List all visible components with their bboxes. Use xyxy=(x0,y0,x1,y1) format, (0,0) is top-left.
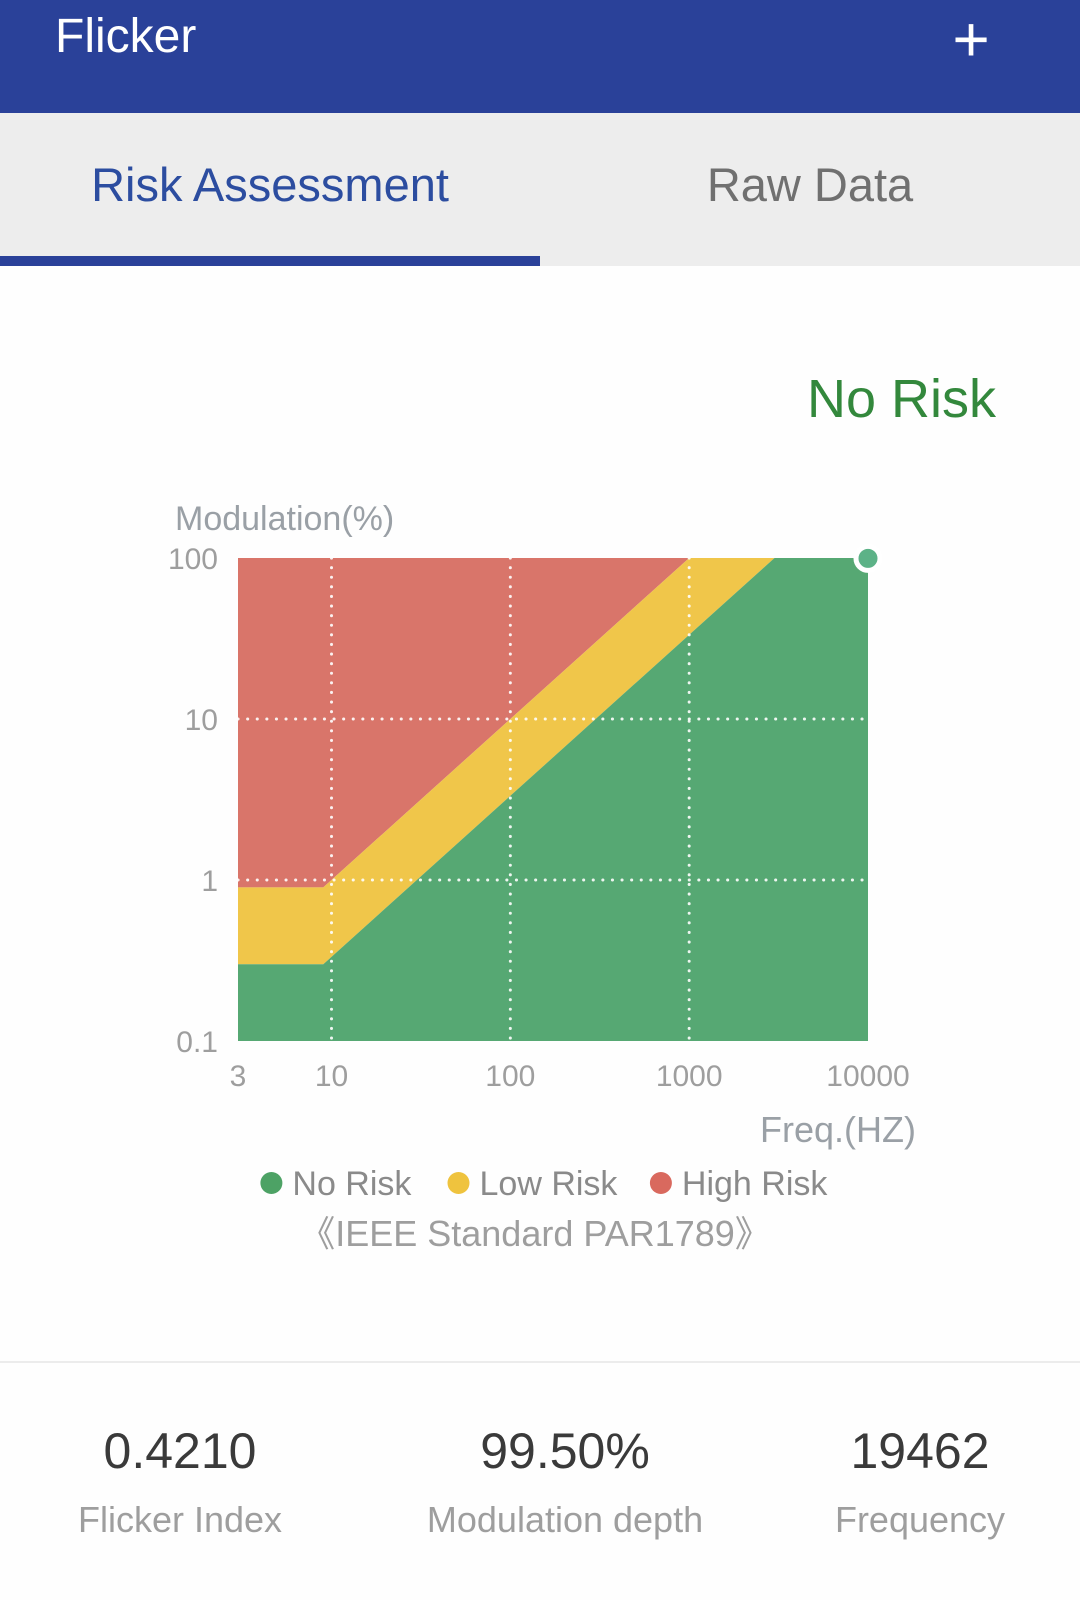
legend-dot-low-risk xyxy=(447,1172,470,1194)
region-high-risk xyxy=(238,558,690,888)
page-title: Flicker xyxy=(55,10,197,63)
stat-label: Modulation depth xyxy=(426,1499,704,1540)
stat-flicker-index: 0.4210 Flicker Index xyxy=(0,1422,360,1542)
legend-label: No Risk xyxy=(292,1165,412,1203)
app-header: Flicker + xyxy=(0,0,1080,113)
y-axis-title: Modulation(%) xyxy=(175,500,394,538)
legend-dot-high-risk xyxy=(649,1172,672,1194)
tab-bar: Risk Assessment Raw Data xyxy=(0,113,1080,266)
x-tick: 100 xyxy=(485,1060,535,1093)
y-axis-ticks: 100 10 1 0.1 xyxy=(168,543,218,1059)
active-tab-indicator xyxy=(0,256,540,266)
legend-label: Low Risk xyxy=(480,1165,619,1203)
stat-label: Frequency xyxy=(834,1499,1006,1540)
x-axis-ticks: 3 10 100 1000 10000 xyxy=(230,1060,910,1093)
y-tick: 100 xyxy=(168,543,218,576)
region-low-risk xyxy=(238,558,775,965)
legend-dot-no-risk xyxy=(260,1172,283,1194)
chart-legend: No Risk Low Risk High Risk xyxy=(260,1165,828,1203)
tab-risk-assessment[interactable]: Risk Assessment xyxy=(91,158,449,211)
chart-caption: 《IEEE Standard PAR1789》 xyxy=(299,1213,771,1254)
x-tick: 10000 xyxy=(826,1060,909,1093)
measurement-point-marker xyxy=(853,543,883,573)
section-divider xyxy=(0,1361,1080,1363)
y-tick: 0.1 xyxy=(176,1026,218,1059)
x-tick: 1000 xyxy=(656,1060,723,1093)
region-no-risk xyxy=(238,558,868,1041)
chart-gridlines xyxy=(236,556,870,1043)
stat-modulation-depth: 99.50% Modulation depth xyxy=(370,1422,760,1542)
stat-value: 99.50% xyxy=(480,1423,650,1479)
y-tick: 10 xyxy=(185,704,218,737)
x-tick: 10 xyxy=(315,1060,348,1093)
add-icon[interactable]: + xyxy=(952,3,990,75)
legend-label: High Risk xyxy=(682,1165,828,1203)
risk-status-label: No Risk xyxy=(806,369,996,429)
y-tick: 1 xyxy=(201,865,218,898)
risk-chart: Modulation(%) 100 10 1 0.1 3 10 100 1000 100… xyxy=(168,500,916,1254)
x-axis-title: Freq.(HZ) xyxy=(760,1109,916,1150)
stat-value: 19462 xyxy=(850,1423,990,1479)
stat-value: 0.4210 xyxy=(103,1423,257,1479)
tab-raw-data[interactable]: Raw Data xyxy=(706,158,914,211)
stat-frequency: 19462 Frequency xyxy=(760,1422,1080,1542)
stat-label: Flicker Index xyxy=(77,1499,283,1540)
x-tick: 3 xyxy=(230,1060,247,1093)
chart-regions xyxy=(238,558,868,1041)
